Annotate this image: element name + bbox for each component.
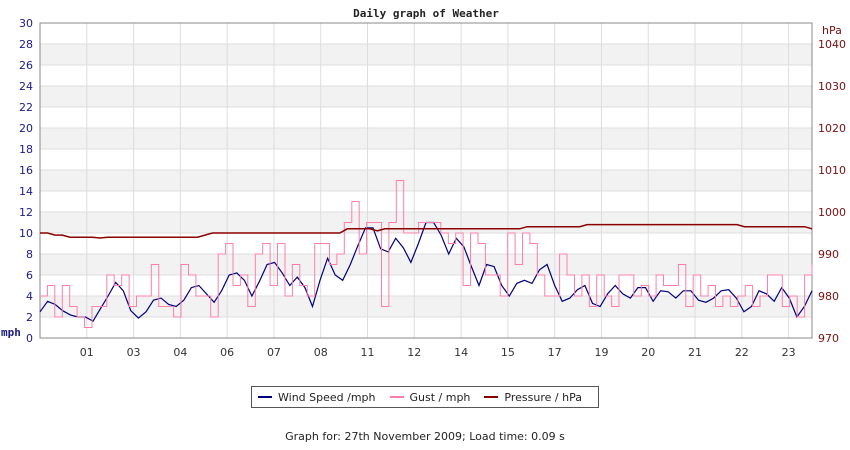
left-tick-label: 2 — [26, 311, 33, 324]
left-tick-label: 4 — [26, 290, 33, 303]
plot-bands — [40, 44, 812, 317]
left-tick-label: 28 — [19, 38, 33, 51]
right-axis-unit: hPa — [822, 24, 842, 37]
right-tick-label: 1030 — [818, 80, 846, 93]
footer-text: Graph for: 27th November 2009; Load time… — [285, 430, 565, 443]
legend-label-pressure: Pressure / hPa — [504, 390, 582, 404]
legend-label-gust: Gust / mph — [409, 390, 471, 404]
left-tick-label: 10 — [19, 227, 33, 240]
left-tick-label: 12 — [19, 206, 33, 219]
left-tick-label: 30 — [19, 17, 33, 30]
plot-frame — [39, 22, 813, 339]
right-tick-label: 1040 — [818, 38, 846, 51]
grid-band — [40, 44, 812, 65]
right-tick-label: 1000 — [818, 206, 846, 219]
right-tick-label: 1010 — [818, 164, 846, 177]
x-tick-label: 12 — [407, 346, 421, 359]
grid-band — [40, 86, 812, 107]
left-tick-label: 14 — [19, 185, 33, 198]
x-tick-label: 20 — [641, 346, 655, 359]
legend-item-pressure: Pressure / hPa — [484, 391, 582, 404]
left-tick-label: 8 — [26, 248, 33, 261]
right-tick-label: 980 — [818, 290, 839, 303]
right-tick-label: 970 — [818, 332, 839, 345]
x-tick-label: 19 — [594, 346, 608, 359]
x-tick-label: 15 — [501, 346, 515, 359]
left-tick-label: 24 — [19, 80, 33, 93]
legend-label-wind-speed: Wind Speed /mph — [278, 390, 376, 404]
x-tick-label: 06 — [220, 346, 234, 359]
x-tick-label: 11 — [361, 346, 375, 359]
left-tick-label: 26 — [19, 59, 33, 72]
left-tick-label: 6 — [26, 269, 33, 282]
x-tick-label: 08 — [314, 346, 328, 359]
x-tick-label: 07 — [267, 346, 281, 359]
legend-item-wind-speed: Wind Speed /mph — [258, 391, 376, 404]
chart-title: Daily graph of Weather — [353, 7, 499, 20]
left-tick-label: 0 — [26, 332, 33, 345]
legend-swatch-pressure — [484, 396, 499, 398]
x-axis-ticks: 01 03 04 06 07 08 11 12 14 15 17 19 20 21 22 23 — [80, 346, 796, 359]
x-tick-label: 03 — [127, 346, 141, 359]
right-tick-label: 1020 — [818, 122, 846, 135]
x-tick-label: 04 — [173, 346, 187, 359]
x-tick-label: 23 — [782, 346, 796, 359]
legend: Wind Speed /mph Gust / mph Pressure / hP… — [251, 386, 599, 408]
left-axis-unit: mph — [1, 326, 21, 339]
pressure-line — [40, 223, 813, 239]
series-lines — [39, 180, 813, 328]
grid-band — [40, 170, 812, 191]
left-tick-label: 22 — [19, 101, 33, 114]
x-tick-label: 21 — [688, 346, 702, 359]
vertical-gridlines — [86, 23, 790, 338]
legend-swatch-gust — [389, 396, 404, 398]
right-tick-label: 990 — [818, 248, 839, 261]
left-tick-label: 20 — [19, 122, 33, 135]
legend-item-gust: Gust / mph — [389, 390, 471, 404]
left-tick-label: 16 — [19, 164, 33, 177]
grid-band — [40, 128, 812, 149]
x-tick-label: 14 — [454, 346, 468, 359]
legend-swatch-wind-speed — [258, 396, 272, 398]
x-tick-label: 22 — [735, 346, 749, 359]
right-axis-ticks: 970 980 990 1000 1010 1020 1030 1040 — [818, 38, 846, 345]
left-tick-label: 18 — [19, 143, 33, 156]
x-tick-label: 17 — [548, 346, 562, 359]
gust-line — [40, 180, 813, 328]
x-tick-label: 01 — [80, 346, 94, 359]
